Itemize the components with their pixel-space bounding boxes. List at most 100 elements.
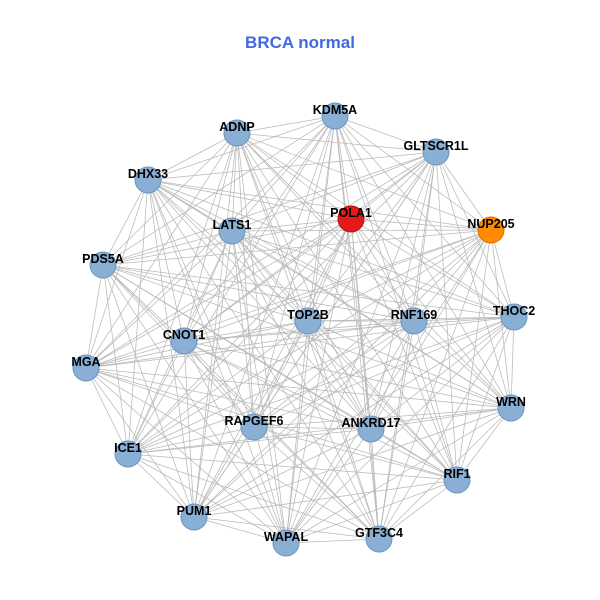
graph-edge <box>231 229 492 232</box>
graph-edge <box>85 367 458 481</box>
chart-title: BRCA normal <box>245 33 355 52</box>
graph-edge <box>183 340 195 518</box>
graph-edge <box>231 230 309 322</box>
graph-edge <box>253 426 372 430</box>
graph-edge <box>456 229 492 481</box>
graph-node-top2b <box>294 307 322 335</box>
graph-edge <box>231 230 415 322</box>
graph-edge <box>127 340 185 455</box>
graph-edge <box>236 132 287 544</box>
graph-edge <box>127 320 415 455</box>
graph-node-wrn <box>497 394 525 422</box>
graph-edge <box>413 316 515 322</box>
graph-edge <box>285 218 352 544</box>
graph-edge <box>285 428 372 544</box>
graph-edge <box>370 151 437 430</box>
graph-edge <box>102 264 380 540</box>
node-label: THOC2 <box>493 304 535 318</box>
graph-edge <box>147 179 492 231</box>
graph-edge <box>236 132 437 153</box>
graph-edge <box>85 115 336 369</box>
graph-edge <box>147 179 380 540</box>
graph-edge <box>236 132 492 231</box>
node-label: PUM1 <box>177 504 212 518</box>
graph-edge <box>183 340 512 409</box>
graph-edge <box>85 367 255 428</box>
node-label: TOP2B <box>287 308 328 322</box>
node-label: NUP205 <box>467 217 514 231</box>
graph-edge <box>285 538 380 544</box>
graph-edge <box>334 115 492 231</box>
graph-edge <box>102 264 415 322</box>
graph-edge <box>253 426 458 481</box>
node-label: RAPGEF6 <box>224 414 283 428</box>
graph-edge <box>307 115 336 322</box>
graph-edge <box>127 453 458 481</box>
graph-edge <box>147 179 287 544</box>
graph-edge <box>231 132 238 232</box>
graph-edge <box>183 340 255 428</box>
graph-edge <box>183 316 515 342</box>
graph-edge <box>435 151 458 481</box>
node-label: MGA <box>71 355 100 369</box>
graph-edge <box>183 340 380 540</box>
graph-edge <box>193 516 380 540</box>
graph-edge <box>413 151 437 322</box>
node-label: LATS1 <box>213 218 252 232</box>
graph-edge <box>102 264 195 518</box>
graph-edge <box>350 218 515 318</box>
graph-edge <box>231 151 437 232</box>
graph-edge <box>370 320 415 430</box>
graph-edge <box>231 230 458 481</box>
graph-edge <box>236 132 512 409</box>
graph-edge <box>307 229 492 322</box>
graph-edge <box>370 229 492 430</box>
graph-edge <box>413 320 458 481</box>
graph-edge <box>193 407 512 518</box>
graph-edge <box>253 426 380 540</box>
graph-edge <box>147 179 515 318</box>
node-label: RIF1 <box>443 467 470 481</box>
graph-edge <box>378 316 515 540</box>
graph-edge <box>193 320 415 518</box>
node-label: WRN <box>496 395 526 409</box>
graph-edge <box>183 229 492 342</box>
graph-edge <box>193 516 287 544</box>
graph-edge <box>102 229 492 266</box>
graph-edge <box>102 264 515 318</box>
graph-edge <box>456 407 512 481</box>
graph-edge <box>253 229 492 428</box>
graph-edge <box>127 453 195 518</box>
graph-edge <box>350 218 380 540</box>
graph-edge <box>435 151 515 318</box>
graph-edge <box>147 179 309 322</box>
graph-edge <box>350 218 512 409</box>
node-label: ANKRD17 <box>341 416 400 430</box>
graph-node-rapgef6 <box>240 413 268 441</box>
graph-edge <box>307 320 380 540</box>
graph-edge <box>193 132 238 518</box>
graph-node-pola1 <box>337 205 365 233</box>
graph-edge <box>253 115 336 428</box>
graph-edge <box>102 151 437 266</box>
graph-edge <box>307 320 512 409</box>
graph-edge <box>102 264 185 342</box>
graph-edge <box>102 264 458 481</box>
graph-node-pds5a <box>89 251 117 279</box>
graph-edge <box>85 367 129 455</box>
graph-edge <box>231 230 287 544</box>
graph-edge <box>510 316 515 409</box>
graph-edge <box>350 218 415 322</box>
graph-edge <box>127 151 437 455</box>
graph-edge <box>253 407 512 428</box>
graph-edge <box>370 316 515 430</box>
graph-node-dhx33 <box>134 166 162 194</box>
graph-edge <box>127 453 380 540</box>
graph-edge <box>147 179 372 430</box>
graph-edge <box>183 218 352 342</box>
graph-node-gtf3c4 <box>365 525 393 553</box>
graph-node-wapal <box>272 529 300 557</box>
graph-edge <box>147 151 437 181</box>
graph-edge <box>350 218 458 481</box>
graph-edge <box>307 320 372 430</box>
